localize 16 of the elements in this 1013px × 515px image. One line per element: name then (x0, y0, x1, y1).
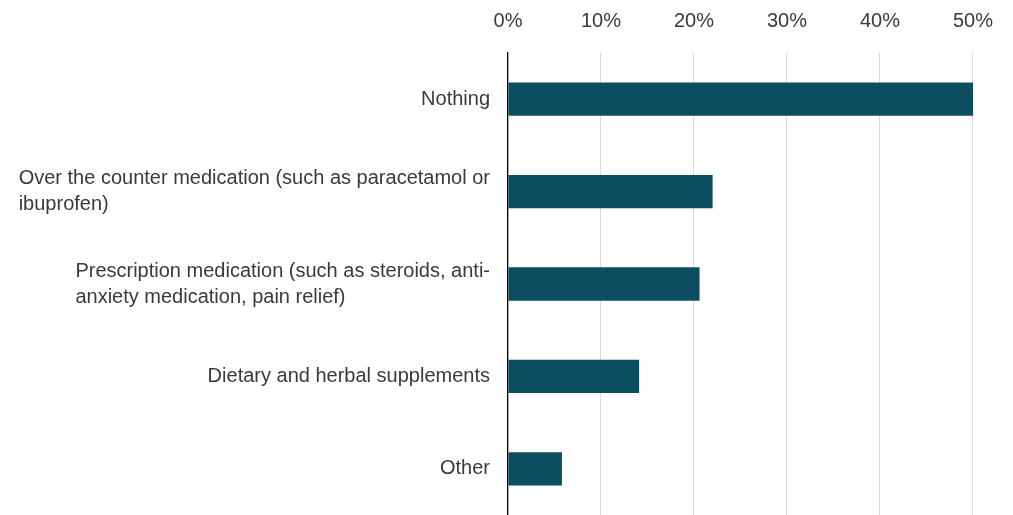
bar (508, 452, 562, 486)
x-tick-label: 30% (766, 8, 808, 31)
x-tick-label: 10% (580, 8, 622, 31)
bar (508, 174, 713, 209)
x-tick-label: 0% (493, 8, 523, 31)
y-tick-label: Nothing (421, 86, 490, 109)
bar (508, 82, 973, 116)
x-tick-label: 40% (859, 8, 901, 31)
bar (508, 267, 700, 301)
y-tick-label: Prescription medication (such as steroids, anti-anxiety medication, pain relief) (75, 258, 491, 307)
y-tick-label: Dietary and herbal supplements (207, 363, 491, 386)
bar (508, 359, 640, 394)
x-tick-label: 20% (673, 8, 715, 31)
y-tick-label: Over the counter medication (such as paracetamol or ibuprofen) (18, 166, 491, 215)
y-tick-label: Other (439, 456, 491, 479)
x-tick-label: 50% (952, 8, 994, 31)
